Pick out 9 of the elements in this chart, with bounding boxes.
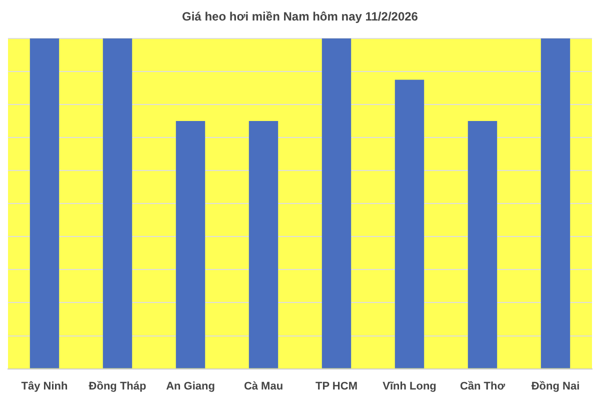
x-tick-label: An Giang — [166, 380, 215, 392]
chart-title: Giá heo hơi miền Nam hôm nay 11/2/2026 — [182, 10, 418, 24]
x-tick-label: Cần Thơ — [460, 380, 506, 392]
x-tick-label: Tây Ninh — [21, 380, 68, 392]
x-tick-label: Đồng Tháp — [88, 380, 146, 392]
x-tick-label: Vĩnh Long — [382, 380, 436, 392]
x-tick-label: Đồng Nai — [531, 380, 580, 392]
x-tick-label: Cà Mau — [244, 380, 284, 392]
x-tick-label: TP HCM — [316, 380, 358, 392]
